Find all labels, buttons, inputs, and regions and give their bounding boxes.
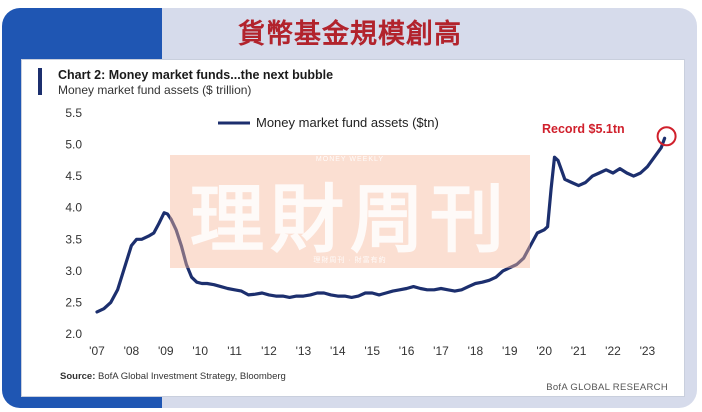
y-tick-label: 2.0 <box>65 327 82 341</box>
source-label: Source: <box>60 371 96 382</box>
x-tick-label: '17 <box>433 344 449 358</box>
series-line <box>95 136 667 314</box>
y-tick-label: 3.5 <box>65 232 82 246</box>
y-tick-label: 4.0 <box>65 201 82 215</box>
brand-credit: BofA GLOBAL RESEARCH <box>546 382 668 393</box>
title-accent-bar <box>38 68 42 95</box>
x-tick-label: '09 <box>158 344 174 358</box>
x-tick-label: '08 <box>124 344 140 358</box>
x-tick-label: '19 <box>502 344 518 358</box>
y-tick-label: 4.5 <box>65 169 82 183</box>
chart-subtitle: Money market fund assets ($ trillion) <box>58 83 252 97</box>
chart-card <box>22 60 684 396</box>
x-tick-label: '22 <box>605 344 621 358</box>
legend-label: Money market fund assets ($tn) <box>256 115 439 130</box>
x-tick-label: '16 <box>399 344 415 358</box>
x-tick-label: '12 <box>261 344 277 358</box>
chart-source: Source: BofA Global Investment Strategy,… <box>60 371 286 382</box>
x-tick-label: '13 <box>296 344 312 358</box>
y-tick-label: 2.5 <box>65 295 82 309</box>
y-tick-label: 5.0 <box>65 138 82 152</box>
record-highlight-circle <box>656 126 677 147</box>
y-tick-label: 3.0 <box>65 264 82 278</box>
watermark-bottom-text: 理財周刊 · 財富有約 <box>313 257 387 264</box>
x-tick-label: '10 <box>192 344 208 358</box>
record-annotation: Record $5.1tn <box>542 122 625 136</box>
x-tick-label: '20 <box>536 344 552 358</box>
watermark-box <box>170 155 530 268</box>
headline: 貨幣基金規模創高 <box>238 19 462 50</box>
y-tick-label: 5.5 <box>65 106 82 120</box>
watermark-logo: 理財周刊 <box>190 177 510 263</box>
x-tick-label: '14 <box>330 344 346 358</box>
chart-title: Chart 2: Money market funds...the next b… <box>58 68 334 82</box>
watermark-top-text: MONEY WEEKLY <box>315 156 385 163</box>
x-tick-label: '11 <box>227 344 242 358</box>
x-tick-label: '23 <box>640 344 656 358</box>
x-tick-label: '18 <box>468 344 484 358</box>
x-tick-label: '07 <box>89 344 105 358</box>
x-tick-label: '21 <box>571 344 587 358</box>
x-tick-label: '15 <box>364 344 380 358</box>
source-text: BofA Global Investment Strategy, Bloombe… <box>98 371 286 382</box>
